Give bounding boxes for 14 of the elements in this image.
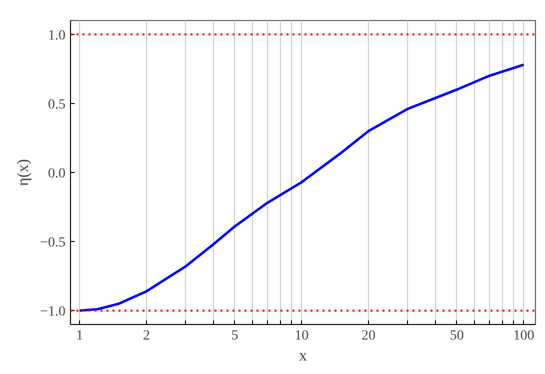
x-tick-label: 5 (231, 328, 238, 344)
y-tick-label: −0.5 (40, 236, 66, 251)
x-tick-label: 50 (450, 328, 464, 344)
x-axis-title: x (299, 348, 307, 364)
x-tick-label: 10 (294, 328, 309, 344)
x-tick-label: 1 (76, 328, 84, 344)
y-tick-label: 0.0 (48, 166, 66, 182)
y-tick-label: 0.5 (48, 97, 66, 112)
x-tick-label: 20 (362, 328, 376, 344)
x-tick-label: 2 (142, 328, 150, 344)
y-tick-label: −1.0 (40, 304, 66, 320)
x-tick-label: 100 (513, 328, 534, 344)
y-axis-title: η(x) (15, 158, 32, 186)
y-tick-label: 1.0 (48, 28, 66, 44)
